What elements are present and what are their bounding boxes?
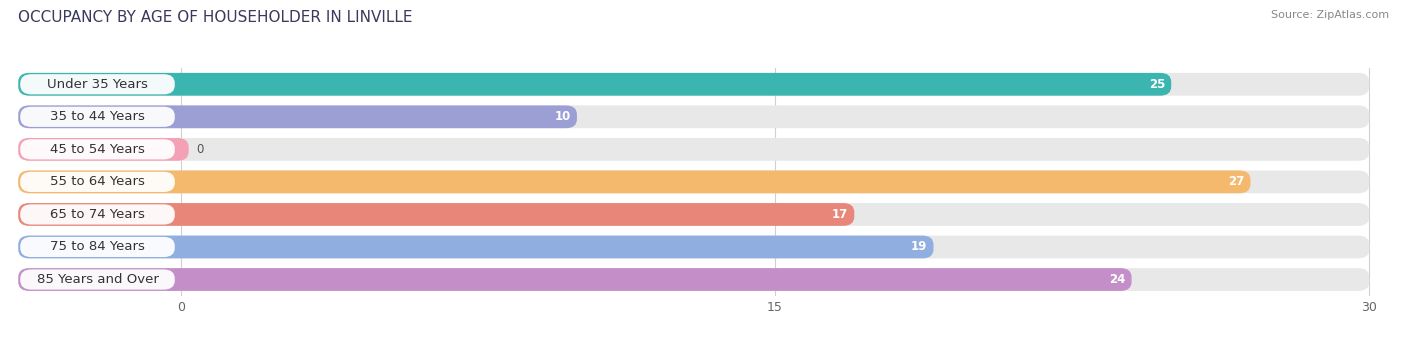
FancyBboxPatch shape	[20, 237, 174, 257]
FancyBboxPatch shape	[20, 139, 174, 159]
FancyBboxPatch shape	[18, 73, 1369, 96]
Text: 27: 27	[1229, 175, 1244, 188]
FancyBboxPatch shape	[20, 269, 174, 290]
FancyBboxPatch shape	[20, 74, 174, 95]
Text: 65 to 74 Years: 65 to 74 Years	[51, 208, 145, 221]
FancyBboxPatch shape	[18, 203, 855, 226]
Text: Source: ZipAtlas.com: Source: ZipAtlas.com	[1271, 10, 1389, 20]
FancyBboxPatch shape	[18, 171, 1250, 193]
FancyBboxPatch shape	[18, 236, 1369, 258]
Text: 25: 25	[1149, 78, 1166, 91]
Text: 17: 17	[832, 208, 848, 221]
FancyBboxPatch shape	[18, 105, 576, 128]
Text: 35 to 44 Years: 35 to 44 Years	[51, 110, 145, 123]
FancyBboxPatch shape	[18, 105, 1369, 128]
Text: 75 to 84 Years: 75 to 84 Years	[51, 240, 145, 254]
Text: 10: 10	[555, 110, 571, 123]
FancyBboxPatch shape	[18, 171, 1369, 193]
FancyBboxPatch shape	[18, 236, 934, 258]
Text: 45 to 54 Years: 45 to 54 Years	[51, 143, 145, 156]
FancyBboxPatch shape	[20, 107, 174, 127]
FancyBboxPatch shape	[18, 268, 1369, 291]
Text: 55 to 64 Years: 55 to 64 Years	[51, 175, 145, 188]
FancyBboxPatch shape	[18, 138, 188, 161]
FancyBboxPatch shape	[18, 73, 1171, 96]
FancyBboxPatch shape	[18, 138, 1369, 161]
Text: 19: 19	[911, 240, 928, 254]
Text: 85 Years and Over: 85 Years and Over	[37, 273, 159, 286]
Text: Under 35 Years: Under 35 Years	[46, 78, 148, 91]
Text: 24: 24	[1109, 273, 1126, 286]
FancyBboxPatch shape	[18, 268, 1132, 291]
FancyBboxPatch shape	[20, 172, 174, 192]
FancyBboxPatch shape	[18, 203, 1369, 226]
Text: 0: 0	[197, 143, 204, 156]
Text: OCCUPANCY BY AGE OF HOUSEHOLDER IN LINVILLE: OCCUPANCY BY AGE OF HOUSEHOLDER IN LINVI…	[18, 10, 413, 25]
FancyBboxPatch shape	[20, 204, 174, 224]
